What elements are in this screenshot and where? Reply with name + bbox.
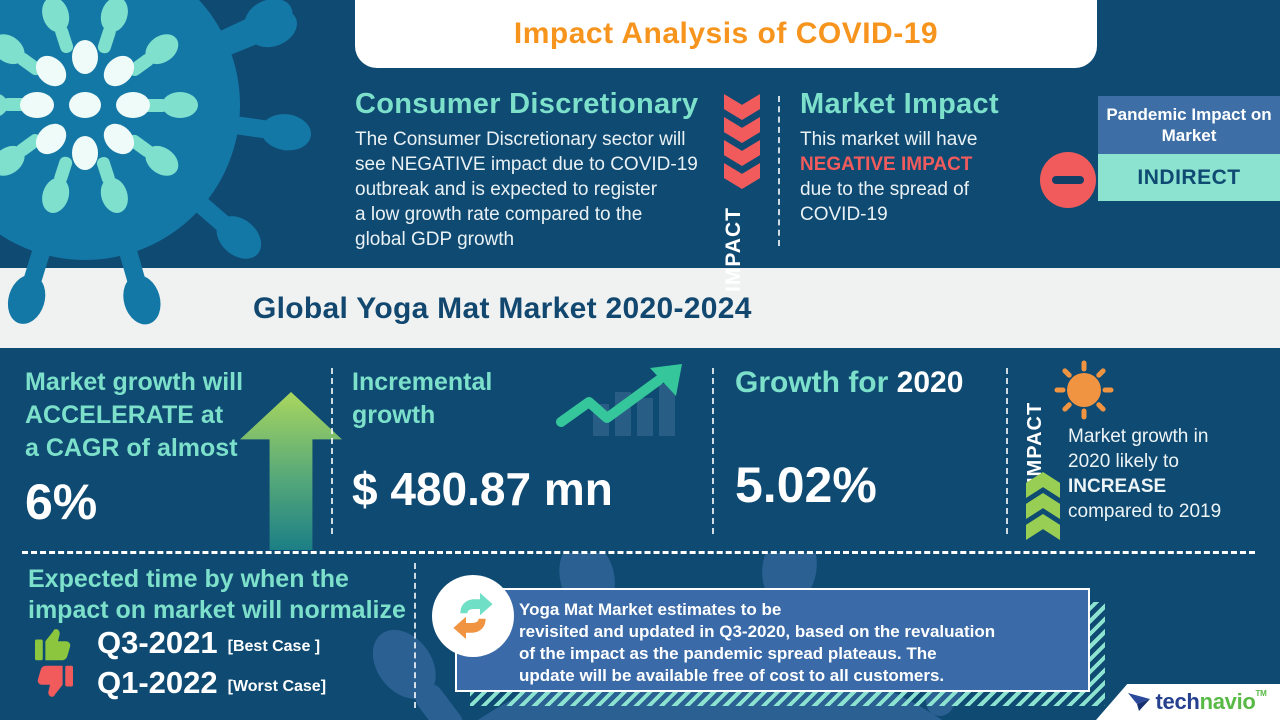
stats-divider-3 [1006,368,1008,534]
growth-2020-value: 5.02% [735,457,877,513]
market-title-band [0,268,1280,348]
increase-up-chevrons-icon [1026,472,1060,540]
normalize-heading: Expected time by when the impact on mark… [28,565,406,624]
technavio-logo: technavioTM [1096,684,1280,720]
best-case-row: Q3-2021 [Best Case ] [33,624,320,662]
section-dashed-divider [22,551,1255,554]
stats-divider-1 [331,368,333,534]
market-impact-description: This market will have NEGATIVE IMPACT du… [800,127,1090,227]
refresh-icon [432,575,514,657]
sector-description: The Consumer Discretionary sector will s… [355,129,698,250]
negative-impact-text: NEGATIVE IMPACT [800,154,973,175]
stats-band [0,348,1280,553]
incremental-growth-value: $ 480.87 mn [352,463,613,515]
title-banner: Impact Analysis of COVID-19 [355,0,1097,68]
top-section-divider [778,96,780,246]
bottom-section-divider [414,563,416,708]
best-case-label: [Best Case ] [227,638,321,655]
thumbs-up-icon [35,629,71,661]
impact-vertical-label: IMPACT [722,207,745,292]
pandemic-badge-value: INDIRECT [1098,154,1280,201]
trend-chart-icon [556,364,682,436]
incremental-growth-stat: Incremental growth $ 480.87 mn [352,368,613,515]
cagr-stat: Market growth will ACCELERATE at a CAGR … [25,368,244,530]
cagr-value: 6% [25,474,98,530]
technavio-logo-mark-icon [1127,693,1150,711]
market-impact-heading: Market Impact [800,88,999,120]
worst-case-label: [Worst Case] [227,678,327,695]
increase-text: INCREASE [1068,476,1167,497]
worst-case-row: Q1-2022 [Worst Case] [33,664,326,702]
pandemic-impact-badge: Pandemic Impact on Market INDIRECT [1098,96,1280,201]
page-title: Impact Analysis of COVID-19 [513,17,939,50]
sector-impact-block: Consumer Discretionary The Consumer Disc… [355,88,720,252]
update-note-box: Yoga Mat Market estimates to be revisite… [455,588,1090,692]
thumbs-down-icon [37,665,73,697]
market-impact-block: Market Impact This market will have NEGA… [800,88,1090,227]
stats-divider-2 [712,368,714,534]
worst-case-value: Q1-2022 [97,665,218,700]
pandemic-badge-title: Pandemic Impact on Market [1098,96,1280,154]
best-case-value: Q3-2021 [97,625,218,660]
sector-heading: Consumer Discretionary [355,88,699,120]
minus-circle-icon [1040,152,1096,208]
impact-2020-description: Market growth in 2020 likely to INCREASE… [1068,426,1222,522]
impact-2020-vertical-label: IMPACT [1024,401,1046,483]
market-title: Global Yoga Mat Market 2020-2024 [253,292,752,325]
virus-icon [1054,360,1114,420]
growth-2020-stat: Growth for 2020 5.02% [735,366,964,513]
impact-down-chevrons-icon [724,94,760,189]
coronavirus-illustration [0,0,312,325]
